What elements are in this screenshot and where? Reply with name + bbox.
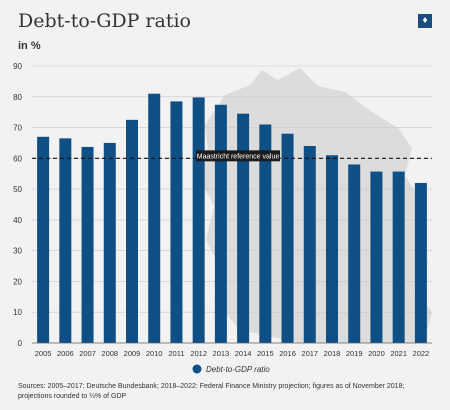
legend-marker	[192, 364, 202, 374]
bar	[103, 142, 116, 343]
bar	[237, 113, 250, 343]
chart-title: Debt-to-GDP ratio	[18, 10, 191, 32]
x-tick-label: 2009	[124, 349, 141, 358]
bar	[259, 124, 272, 343]
federal-eagle-icon: ♦	[418, 14, 432, 28]
x-tick-label: 2012	[190, 349, 207, 358]
reference-label-box	[196, 150, 280, 162]
x-tick-label: 2008	[101, 349, 118, 358]
y-tick-label: 50	[13, 185, 22, 194]
bar	[370, 171, 383, 343]
x-tick-label: 2007	[79, 349, 96, 358]
y-tick-label: 20	[13, 277, 22, 286]
y-tick-label: 30	[13, 247, 22, 256]
x-tick-label: 2005	[35, 349, 52, 358]
bar	[414, 182, 427, 343]
y-tick-label: 70	[13, 124, 22, 133]
y-tick-label: 80	[13, 93, 22, 102]
x-tick-label: 2021	[390, 349, 407, 358]
x-tick-label: 2011	[168, 349, 184, 358]
x-tick-label: 2022	[413, 349, 430, 358]
bar	[148, 93, 161, 343]
x-tick-label: 2019	[346, 349, 363, 358]
bar	[192, 97, 205, 343]
bar	[281, 133, 294, 343]
x-tick-label: 2010	[146, 349, 163, 358]
bar	[392, 171, 405, 343]
x-tick-label: 2015	[257, 349, 274, 358]
bar	[326, 155, 338, 343]
x-tick-label: 2014	[235, 349, 252, 358]
x-tick-label: 2018	[324, 349, 341, 358]
x-tick-label: 2020	[368, 349, 385, 358]
x-tick-label: 2006	[57, 349, 74, 358]
unit-label: in %	[18, 40, 41, 52]
legend-label: Debt-to-GDP ratio	[206, 365, 270, 374]
x-tick-label: 2013	[213, 349, 230, 358]
x-tick-label: 2017	[301, 349, 318, 358]
source-note: Sources: 2005–2017: Deutsche Bundesbank;…	[18, 383, 405, 400]
y-tick-label: 40	[13, 216, 22, 225]
bar	[170, 101, 183, 344]
bar	[126, 119, 138, 343]
bar	[37, 136, 50, 343]
bar	[214, 104, 227, 343]
reference-label: Maastricht reference value	[197, 153, 280, 160]
bar	[348, 164, 361, 343]
bar	[303, 146, 316, 343]
bar	[59, 138, 72, 343]
bar	[81, 146, 94, 343]
y-tick-label: 90	[13, 62, 22, 71]
y-tick-label: 60	[13, 154, 22, 163]
y-tick-label: 10	[13, 308, 22, 317]
x-tick-label: 2016	[279, 349, 296, 358]
y-tick-label: 0	[18, 339, 23, 348]
